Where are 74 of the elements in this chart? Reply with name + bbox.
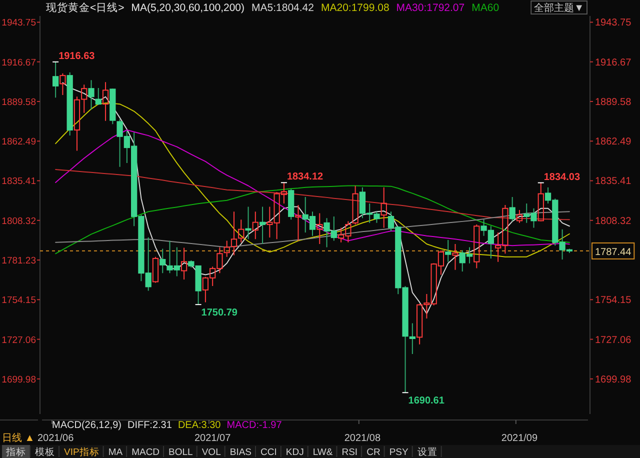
y-tick-label: 1699.98 xyxy=(2,374,36,386)
candlestick xyxy=(245,206,252,240)
y2-tick-label: 1808.32 xyxy=(595,216,632,227)
text: CCI xyxy=(260,447,277,458)
y-tick-label: 1781.23 xyxy=(2,256,36,267)
text: MA xyxy=(108,447,124,458)
y2-tick-label: 1862.49 xyxy=(595,136,632,148)
candlestick xyxy=(88,80,94,110)
text: DIFF:2.31 xyxy=(127,420,172,431)
candlestick xyxy=(380,186,387,228)
text: LW& xyxy=(312,447,334,458)
candlestick xyxy=(509,196,516,222)
text: KDJ xyxy=(286,447,304,458)
text: MACD xyxy=(132,447,160,458)
text: 模板 xyxy=(35,446,55,458)
y2-tick-label: 1754.15 xyxy=(595,295,632,306)
text: 日线 ▲ xyxy=(2,432,35,444)
annotation: 1750.79 xyxy=(201,308,238,319)
candlestick xyxy=(60,72,66,96)
y-tick-label: 1943.75 xyxy=(2,18,36,29)
y-tick-label: 1916.67 xyxy=(2,57,36,68)
candlestick xyxy=(160,248,166,274)
y-tick-label: 1835.41 xyxy=(2,176,36,188)
candlestick xyxy=(445,240,452,262)
candlestick xyxy=(52,61,59,98)
y2-tick-label: 1727.06 xyxy=(595,334,632,346)
text: MACD(26,12,9) xyxy=(52,420,122,431)
candlestick xyxy=(102,82,109,122)
y2-tick-label: 1699.98 xyxy=(595,374,632,386)
text: VOL xyxy=(202,447,221,458)
y-tick-label: 1808.32 xyxy=(2,216,36,227)
candlestick xyxy=(180,247,188,280)
x-tick-label: 2021/09 xyxy=(501,433,538,444)
annotation: 1834.03 xyxy=(544,172,580,183)
candlestick xyxy=(252,211,258,240)
candlestick xyxy=(238,219,244,243)
text: 指标 xyxy=(5,446,26,458)
candlestick xyxy=(259,206,266,244)
annotation: 1916.63 xyxy=(58,50,96,62)
x-tick-label: 2021/08 xyxy=(344,433,381,444)
candlestick xyxy=(295,204,302,242)
y2-tick-label: 1889.58 xyxy=(595,96,632,108)
annotation: 1690.61 xyxy=(408,396,445,407)
candlestick xyxy=(352,185,358,226)
candlestick xyxy=(538,182,544,222)
y-tick-label: 1862.49 xyxy=(2,136,36,148)
candlestick xyxy=(516,210,523,224)
y2-tick-label: 1943.75 xyxy=(595,18,632,29)
text: RSI xyxy=(342,447,358,458)
y-tick-label: 1889.58 xyxy=(2,96,36,108)
text: BOLL xyxy=(168,447,193,458)
text: 全部主题▼ xyxy=(534,2,584,14)
y2-tick-label: 1916.67 xyxy=(595,57,632,68)
text: DEA:3.30 xyxy=(178,420,222,431)
text: PSY xyxy=(389,447,409,458)
text: VIP指标 xyxy=(64,446,100,458)
y-tick-label: 1754.15 xyxy=(2,295,36,306)
legend: MA(5,20,30,60,100,200) MA5:1804.42 MA20:1799.08 MA30:1792.07 MA60 xyxy=(131,2,500,14)
chart-title: 现货黄金<日线> xyxy=(46,1,124,14)
candlestick xyxy=(95,87,102,105)
text: CR xyxy=(366,447,380,458)
text: 设置 xyxy=(417,446,438,458)
text: BIAS xyxy=(230,447,252,458)
candlestick xyxy=(452,243,458,270)
y-tick-label: 1727.06 xyxy=(2,334,36,346)
candlestick xyxy=(316,212,323,244)
annotation: 1834.12 xyxy=(286,172,324,183)
line-series xyxy=(55,185,570,254)
ref-line-label: 1787.44 xyxy=(595,246,632,258)
y2-tick-label: 1835.41 xyxy=(595,176,632,188)
text: MACD:-1.97 xyxy=(226,420,282,431)
x-tick-label: 2021/06 xyxy=(37,433,74,444)
x-tick-label: 2021/07 xyxy=(194,433,232,444)
candlestick xyxy=(409,322,416,355)
